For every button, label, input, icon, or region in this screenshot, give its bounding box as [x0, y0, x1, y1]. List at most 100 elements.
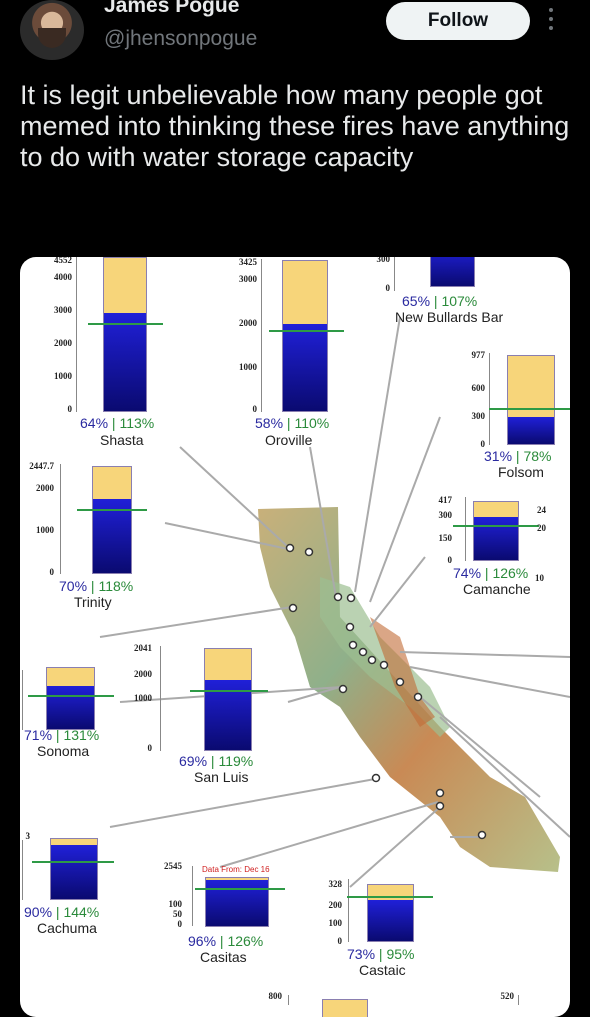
storage-fill: [104, 313, 146, 411]
capacity-bar: [367, 884, 414, 942]
percent-label: 70% | 118%: [59, 578, 134, 594]
historical-average-line: [88, 322, 163, 325]
storage-fill: [368, 900, 413, 941]
reservoir-name: Trinity: [74, 594, 112, 610]
capacity-bar: [50, 838, 98, 900]
percent-label: 96% | 126%: [188, 933, 264, 949]
historical-average-line: [347, 896, 433, 899]
tick-label: 2545: [164, 861, 182, 871]
reservoir-name: Camanche: [463, 581, 531, 597]
tick-label: 2000: [36, 483, 54, 493]
reservoir-name: Folsom: [498, 464, 544, 480]
percent-label: 73% | 95%: [347, 946, 415, 962]
tick-label: 600: [471, 383, 486, 393]
tick-label: 520: [500, 991, 515, 1001]
historical-average-line: [77, 509, 147, 512]
tick-label: 100: [328, 918, 343, 928]
storage-fill: [47, 685, 94, 729]
tweet-image[interactable]: 4552 4000 3000 2000 1000 0 64% | 113% Sh…: [20, 257, 570, 1017]
capacity-bar: [473, 501, 519, 561]
tick-label: 1000: [54, 371, 72, 381]
historical-average-line: [190, 690, 268, 693]
tick-label: 300: [438, 510, 453, 520]
tick-label: 0: [447, 555, 453, 565]
avatar[interactable]: [20, 0, 84, 60]
tick-label: 150: [438, 533, 453, 543]
capacity-bar: [204, 648, 252, 751]
capacity-bar: [92, 466, 132, 574]
reservoir-name: Cachuma: [37, 920, 97, 936]
tweet-text: It is legit unbelievable how many people…: [20, 80, 570, 172]
tick-label: 300: [471, 411, 486, 421]
more-options-icon[interactable]: [547, 8, 555, 38]
tick-label: 24: [537, 505, 546, 515]
tick-label: 417: [438, 495, 453, 505]
tick-label: 4000: [54, 272, 72, 282]
tick-label: 2000: [54, 338, 72, 348]
tick-label: 20: [537, 523, 546, 533]
reservoir-name: San Luis: [194, 769, 249, 785]
historical-average-line: [269, 330, 344, 333]
tick-label: 100: [168, 899, 183, 909]
tick-label: 1000: [36, 525, 54, 535]
tick-label: 50: [173, 909, 182, 919]
tick-label: 3425: [239, 257, 257, 267]
historical-average-line: [195, 888, 285, 890]
historical-average-line: [28, 694, 114, 697]
tick-label: 977: [471, 350, 486, 360]
capacity-bar: [507, 355, 555, 445]
tick-label: 1000: [134, 693, 152, 703]
tick-label: 2041: [134, 643, 152, 653]
storage-fill: [508, 416, 554, 444]
percent-label: 90% | 144%: [24, 904, 100, 920]
storage-fill: [51, 845, 97, 899]
tick-label: 2000: [134, 669, 152, 679]
tick-label: 3: [25, 831, 31, 841]
reservoir-name: Castaic: [359, 962, 406, 978]
tick-label: 328: [328, 879, 343, 889]
percent-label: 69% | 119%: [179, 753, 254, 769]
display-name[interactable]: James Pogue: [104, 0, 240, 17]
tick-label: 4552: [54, 257, 72, 265]
tick-label: 0: [177, 919, 183, 929]
data-date-note: Data From: Dec 16: [202, 865, 270, 874]
tick-label: 300: [376, 257, 391, 264]
capacity-bar: [46, 667, 95, 730]
percent-label: 64% | 113%: [80, 415, 155, 431]
reservoir-name: Casitas: [200, 949, 247, 965]
capacity-bar: [282, 260, 328, 412]
tick-label: 3000: [54, 305, 72, 315]
percent-label: 58% | 110%: [255, 415, 330, 431]
reservoir-name: Oroville: [265, 432, 313, 448]
historical-average-line: [489, 408, 570, 410]
storage-fill: [206, 879, 268, 926]
tick-label: 0: [147, 743, 153, 753]
capacity-bar: [205, 877, 269, 927]
percent-label: 31% | 78%: [484, 448, 552, 464]
capacity-bar: [103, 257, 147, 412]
california-map: [99, 316, 570, 888]
tick-label: 200: [328, 900, 343, 910]
reservoir-name: New Bullards Bar: [395, 309, 504, 325]
tick-label: 0: [252, 404, 258, 414]
historical-average-line: [453, 524, 539, 527]
storage-fill: [283, 324, 327, 411]
historical-average-line: [32, 860, 114, 863]
storage-fill: [474, 517, 518, 560]
tick-label: 0: [480, 439, 486, 449]
tick-label: 0: [49, 567, 55, 577]
tick-label: 0: [337, 936, 343, 946]
storage-fill: [431, 257, 474, 286]
reservoir-name: Shasta: [100, 432, 144, 448]
tick-label: 800: [268, 991, 283, 1001]
percent-label: 65% | 107%: [402, 293, 478, 309]
tick-label: 2000: [239, 318, 257, 328]
tick-label: 10: [535, 573, 544, 583]
percent-label: 74% | 126%: [453, 565, 529, 581]
user-handle[interactable]: @jhensonpogue: [104, 27, 258, 50]
follow-button[interactable]: Follow: [386, 2, 530, 40]
tick-label: 0: [67, 404, 73, 414]
tick-label: 0: [385, 283, 391, 293]
reservoir-name: Sonoma: [37, 743, 90, 759]
tick-label: 1000: [239, 362, 257, 372]
